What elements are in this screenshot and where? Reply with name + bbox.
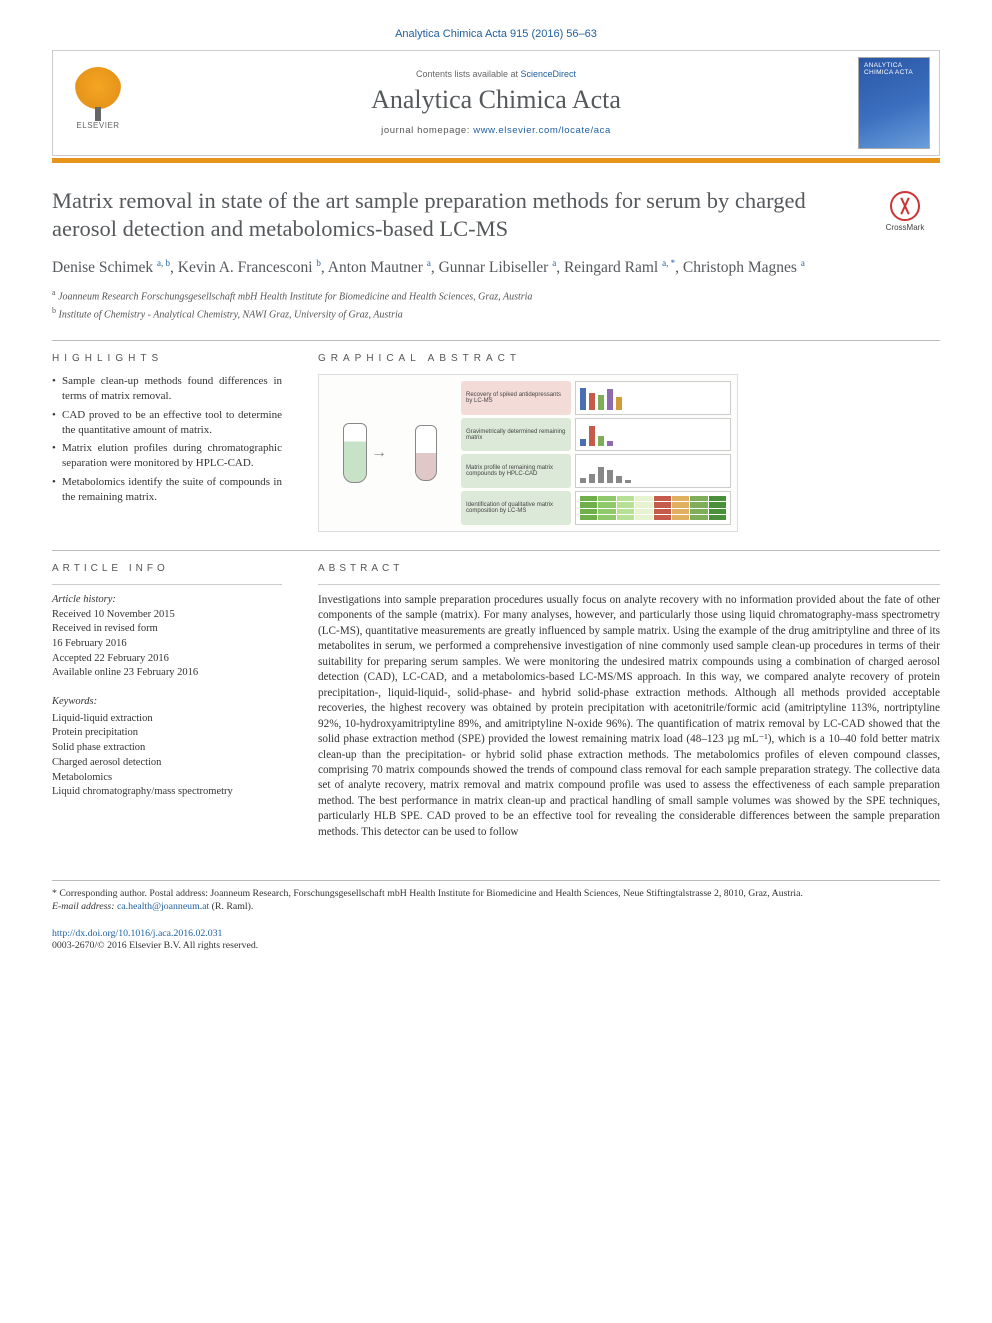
highlights-row: HIGHLIGHTS Sample clean-up methods found…	[52, 353, 940, 532]
ga-mini-chart	[575, 418, 731, 452]
corresponding-author: * Corresponding author. Postal address: …	[52, 887, 940, 900]
article-title: Matrix removal in state of the art sampl…	[52, 187, 858, 243]
journal-homepage: journal homepage: www.elsevier.com/locat…	[149, 125, 843, 136]
ga-row-label: Identification of qualitative matrix com…	[461, 491, 571, 525]
title-row: Matrix removal in state of the art sampl…	[52, 187, 940, 243]
highlight-item: Metabolomics identify the suite of compo…	[52, 475, 282, 505]
ga-sample-tubes: →	[325, 381, 455, 525]
tube-icon	[415, 425, 437, 481]
contents-text: Contents lists available at	[416, 69, 521, 79]
article-history: Article history: Received 10 November 20…	[52, 593, 282, 681]
email-label: E-mail address:	[52, 901, 117, 912]
email-link[interactable]: ca.health@joanneum.at	[117, 901, 209, 912]
ga-mini-chart	[575, 381, 731, 415]
separator	[52, 880, 940, 881]
sciencedirect-link[interactable]: ScienceDirect	[521, 69, 577, 79]
separator	[52, 550, 940, 551]
separator	[52, 584, 282, 585]
history-label: Article history:	[52, 594, 116, 605]
graphical-abstract-col: GRAPHICAL ABSTRACT → Recovery of spiked …	[318, 353, 940, 532]
ga-row: Gravimetrically determined remaining mat…	[461, 418, 731, 452]
highlight-item: CAD proved to be an effective tool to de…	[52, 408, 282, 438]
abstract-text: Investigations into sample preparation p…	[318, 593, 940, 840]
home-label: journal homepage:	[381, 125, 473, 136]
keywords-block: Keywords: Liquid-liquid extractionProtei…	[52, 695, 282, 800]
journal-name: Analytica Chimica Acta	[149, 85, 843, 115]
ga-row: Matrix profile of remaining matrix compo…	[461, 454, 731, 488]
article-info-col: ARTICLE INFO Article history: Received 1…	[52, 563, 282, 840]
separator	[52, 340, 940, 341]
article-info-heading: ARTICLE INFO	[52, 563, 282, 574]
elsevier-logo: ELSEVIER	[65, 67, 131, 139]
accent-bar	[52, 158, 940, 163]
ga-mini-chart	[575, 491, 731, 525]
graphical-abstract-heading: GRAPHICAL ABSTRACT	[318, 353, 940, 364]
citation-line: Analytica Chimica Acta 915 (2016) 56–63	[52, 28, 940, 40]
abstract-col: ABSTRACT Investigations into sample prep…	[318, 563, 940, 840]
crossmark-label: CrossMark	[886, 223, 925, 232]
authors-line: Denise Schimek a, b, Kevin A. Francescon…	[52, 257, 940, 279]
highlight-item: Matrix elution profiles during chromatog…	[52, 441, 282, 471]
affiliations: a Joanneum Research Forschungsgesellscha…	[52, 287, 940, 322]
contents-available: Contents lists available at ScienceDirec…	[149, 69, 843, 79]
ga-row: Identification of qualitative matrix com…	[461, 491, 731, 525]
highlights-heading: HIGHLIGHTS	[52, 353, 282, 364]
graphical-abstract-figure: → Recovery of spiked antidepressants by …	[318, 374, 738, 532]
abstract-heading: ABSTRACT	[318, 563, 940, 574]
ga-mini-chart	[575, 454, 731, 488]
doi-link[interactable]: http://dx.doi.org/10.1016/j.aca.2016.02.…	[52, 928, 940, 939]
ga-chart-stack: Recovery of spiked antidepressants by LC…	[461, 381, 731, 525]
publisher-label: ELSEVIER	[76, 121, 119, 130]
tube-icon	[343, 423, 367, 483]
separator	[318, 584, 940, 585]
journal-cover-thumb: ANALYTICA CHIMICA ACTA	[858, 57, 930, 149]
info-abstract-row: ARTICLE INFO Article history: Received 1…	[52, 563, 940, 840]
footnotes: * Corresponding author. Postal address: …	[52, 887, 940, 913]
history-lines: Received 10 November 2015Received in rev…	[52, 609, 198, 679]
cover-cell: ANALYTICA CHIMICA ACTA	[849, 51, 939, 155]
cover-title: ANALYTICA CHIMICA ACTA	[864, 62, 929, 76]
copyright-line: 0003-2670/© 2016 Elsevier B.V. All right…	[52, 940, 940, 951]
email-name: (R. Raml).	[209, 901, 253, 912]
email-line: E-mail address: ca.health@joanneum.at (R…	[52, 900, 940, 913]
header-center: Contents lists available at ScienceDirec…	[143, 51, 849, 155]
journal-header: ELSEVIER Contents lists available at Sci…	[52, 50, 940, 156]
highlights-list: Sample clean-up methods found difference…	[52, 374, 282, 505]
keywords-label: Keywords:	[52, 695, 282, 710]
ga-row-label: Matrix profile of remaining matrix compo…	[461, 454, 571, 488]
crossmark-icon	[890, 191, 920, 221]
highlights-col: HIGHLIGHTS Sample clean-up methods found…	[52, 353, 282, 532]
crossmark-widget[interactable]: CrossMark	[870, 191, 940, 232]
elsevier-tree-icon	[74, 67, 122, 115]
ga-row: Recovery of spiked antidepressants by LC…	[461, 381, 731, 415]
ga-row-label: Gravimetrically determined remaining mat…	[461, 418, 571, 452]
publisher-logo-cell: ELSEVIER	[53, 51, 143, 155]
keywords-lines: Liquid-liquid extractionProtein precipit…	[52, 713, 233, 797]
ga-row-label: Recovery of spiked antidepressants by LC…	[461, 381, 571, 415]
home-url[interactable]: www.elsevier.com/locate/aca	[473, 125, 611, 136]
highlight-item: Sample clean-up methods found difference…	[52, 374, 282, 404]
arrow-icon: →	[371, 444, 387, 462]
